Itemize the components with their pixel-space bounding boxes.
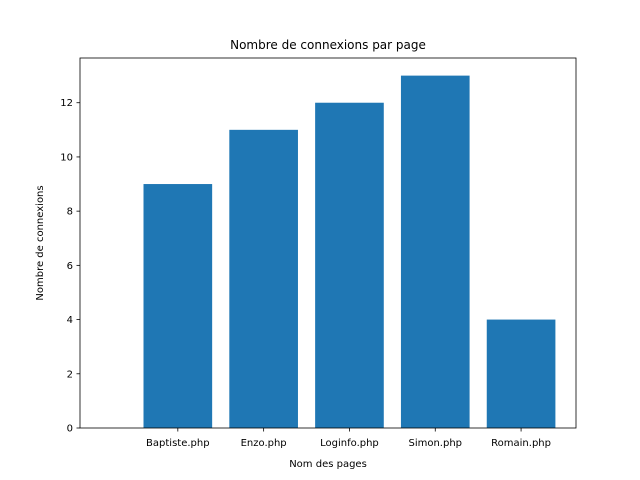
- y-tick-label: 0: [67, 424, 73, 435]
- x-tick-label: Simon.php: [408, 438, 462, 449]
- y-tick-label: 10: [60, 152, 73, 163]
- bar-baptiste: [143, 184, 213, 428]
- bar-enzo: [229, 129, 298, 429]
- x-axis-label: Nom des pages: [289, 459, 367, 470]
- y-tick-label: 8: [67, 207, 73, 218]
- chart-title: Nombre de connexions par page: [230, 38, 426, 52]
- y-axis-label: Nombre de connexions: [35, 185, 46, 300]
- y-tick-label: 4: [67, 315, 73, 326]
- bar-romain: [486, 319, 556, 428]
- bars-group: [143, 75, 556, 429]
- x-tick-label: Enzo.php: [241, 438, 287, 449]
- x-tick-label: Baptiste.php: [146, 438, 210, 449]
- x-tick-label: Loginfo.php: [320, 438, 379, 449]
- bar-simon: [400, 75, 470, 428]
- y-tick-label: 2: [67, 369, 73, 380]
- plot-area-frame: [79, 57, 577, 429]
- x-tick-label: Romain.php: [491, 438, 551, 449]
- y-tick-label: 12: [60, 98, 73, 109]
- y-tick-label: 6: [67, 261, 73, 272]
- x-axis-ticks: Baptiste.php Enzo.php Loginfo.php Simon.php…: [146, 428, 551, 449]
- bar-loginfo: [315, 102, 384, 428]
- y-axis-ticks: 0 2 4 6 8 10 12: [60, 98, 80, 435]
